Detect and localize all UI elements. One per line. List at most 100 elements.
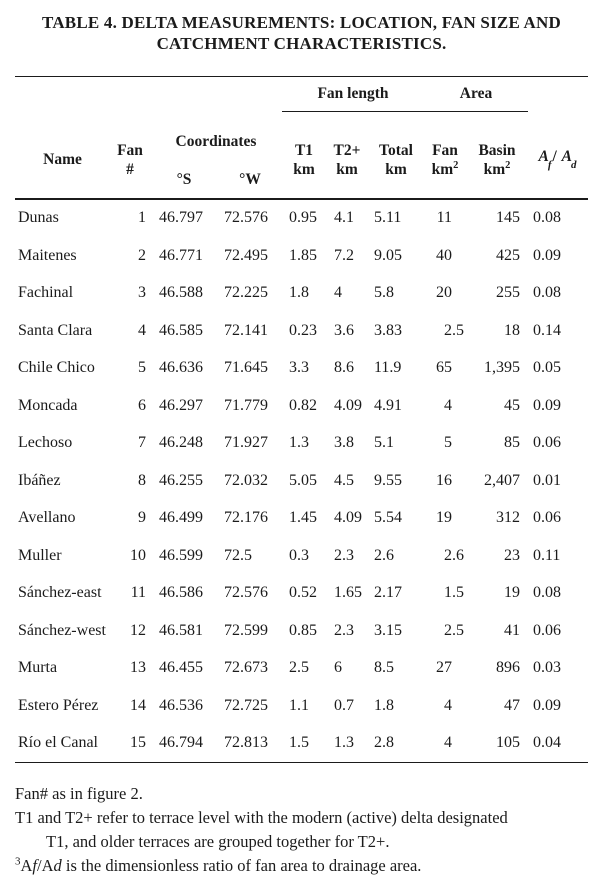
column-header-af-ad-ratio: Af/ Ad xyxy=(538,147,577,172)
cell-basin-km2: 18 xyxy=(504,321,520,339)
table-row: Estero Pérez 14 46.536 72.725 1.1 0.7 1.8 4 47 0.… xyxy=(15,687,588,725)
cell-basin-km2: 41 xyxy=(504,621,520,639)
cell-w: 72.176 xyxy=(224,509,268,527)
cell-w: 72.576 xyxy=(224,584,268,602)
footnote-fan-number: Fan# as in figure 2. xyxy=(15,784,143,803)
table-row: Maitenes 2 46.771 72.495 1.85 7.2 9.05 40 425 0.0… xyxy=(15,237,588,275)
cell-w: 72.673 xyxy=(224,659,268,677)
cell-w: 72.576 xyxy=(218,197,282,237)
table-row: Sánchez-west 12 46.581 72.599 0.85 2.3 3.15 2.5… xyxy=(15,612,588,650)
cell-fan-km2: 2.5 xyxy=(444,621,464,639)
cell-total: 11.9 xyxy=(374,359,402,377)
cell-fan-km2: 16 xyxy=(436,471,452,489)
table-row: Murta 13 46.455 72.673 2.5 6 8.5 27 896 0.03 xyxy=(15,650,588,688)
table-title-line1: TABLE 4. DELTA MEASUREMENTS: LOCATION, F… xyxy=(42,13,561,32)
cell-w: 72.5 xyxy=(224,546,252,564)
cell-total: 9.05 xyxy=(374,246,402,264)
cell-fan-no: 3 xyxy=(138,284,146,302)
cell-fan-no: 11 xyxy=(130,584,146,602)
footnotes: Fan# as in figure 2. T1 and T2+ refer to… xyxy=(15,782,588,877)
cell-fan-no: 9 xyxy=(138,509,146,527)
group-header-spacer xyxy=(15,76,282,112)
cell-total: 3.15 xyxy=(374,621,402,639)
cell-t1: 0.3 xyxy=(289,546,309,564)
cell-ratio: 0.09 xyxy=(533,246,561,264)
cell-ratio: 0.09 xyxy=(533,696,561,714)
table-row: Avellano 9 46.499 72.176 1.45 4.09 5.54 19 312 0.… xyxy=(15,500,588,538)
cell-name: Río el Canal xyxy=(15,724,110,763)
cell-w: 72.813 xyxy=(218,724,282,763)
cell-fan-km2: 4 xyxy=(444,696,452,714)
cell-t1: 1.5 xyxy=(282,724,326,763)
cell-name: Sánchez-east xyxy=(18,584,102,602)
cell-ratio: 0.08 xyxy=(528,197,588,237)
table-row: Fachinal 3 46.588 72.225 1.8 4 5.8 20 255 0.08 xyxy=(15,275,588,313)
cell-t1: 3.3 xyxy=(289,359,309,377)
cell-ratio: 0.06 xyxy=(533,621,561,639)
cell-fan-no: 13 xyxy=(130,659,146,677)
cell-w: 72.032 xyxy=(224,471,268,489)
cell-fan-no: 1 xyxy=(110,197,150,237)
cell-ratio: 0.08 xyxy=(533,284,561,302)
delta-measurements-table: Fan length Area Name Fan # Coordinates T… xyxy=(15,76,588,763)
cell-s: 46.536 xyxy=(159,696,203,714)
cell-basin-km2: 85 xyxy=(504,434,520,452)
cell-name: Maitenes xyxy=(18,246,77,264)
column-header-coordinates: Coordinates xyxy=(175,133,257,150)
table-header: Fan length Area Name Fan # Coordinates T… xyxy=(15,76,588,199)
cell-basin-km2: 896 xyxy=(496,659,520,677)
cell-fan-no: 8 xyxy=(138,471,146,489)
cell-w: 72.225 xyxy=(224,284,268,302)
cell-s: 46.771 xyxy=(159,246,203,264)
cell-fan-km2: 1.5 xyxy=(444,584,464,602)
cell-basin-km2: 145 xyxy=(466,197,528,237)
cell-fan-no: 10 xyxy=(130,546,146,564)
cell-s: 46.297 xyxy=(159,396,203,414)
column-header-degrees-west: °W xyxy=(239,171,261,188)
cell-total: 2.17 xyxy=(374,584,402,602)
cell-fan-no: 5 xyxy=(138,359,146,377)
cell-total: 5.11 xyxy=(368,197,424,237)
cell-w: 72.725 xyxy=(224,696,268,714)
cell-t1: 0.85 xyxy=(289,621,317,639)
table-row: Muller 10 46.599 72.5 0.3 2.3 2.6 2.6 23 0.11 xyxy=(15,537,588,575)
table-row: Ibáñez 8 46.255 72.032 5.05 4.5 9.55 16 2,407 0.0… xyxy=(15,462,588,500)
table-row: Lechoso 7 46.248 71.927 1.3 3.8 5.1 5 85 0.06 xyxy=(15,425,588,463)
cell-s: 46.248 xyxy=(159,434,203,452)
cell-name: Avellano xyxy=(18,509,76,527)
cell-fan-no: 4 xyxy=(138,321,146,339)
cell-total: 5.8 xyxy=(374,284,394,302)
column-header-row: Name Fan # Coordinates T1 km T2+ km Tota… xyxy=(15,112,588,178)
cell-total: 9.55 xyxy=(374,471,402,489)
cell-w: 71.645 xyxy=(224,359,268,377)
table-row: Santa Clara 4 46.585 72.141 0.23 3.6 3.83 2.5 18… xyxy=(15,312,588,350)
cell-t2: 7.2 xyxy=(334,246,354,264)
cell-fan-km2: 19 xyxy=(436,509,452,527)
cell-total: 8.5 xyxy=(374,659,394,677)
cell-ratio: 0.09 xyxy=(533,396,561,414)
cell-ratio: 0.05 xyxy=(533,359,561,377)
cell-name: Dunas xyxy=(15,197,110,237)
column-header-degrees-south: °S xyxy=(176,171,192,188)
cell-t2: 3.8 xyxy=(334,434,354,452)
cell-name: Estero Pérez xyxy=(18,696,99,714)
cell-t1: 1.45 xyxy=(289,509,317,527)
cell-fan-km2: 65 xyxy=(436,359,452,377)
column-header-name: Name xyxy=(43,151,82,168)
cell-basin-km2: 2,407 xyxy=(484,471,520,489)
cell-basin-km2: 23 xyxy=(504,546,520,564)
group-header-row: Fan length Area xyxy=(15,76,588,112)
sub-header-row: °S °W xyxy=(15,162,588,199)
cell-name: Santa Clara xyxy=(18,321,93,339)
column-header-t1: T1 km xyxy=(293,141,315,178)
footnote-terrace-line2: T1, and older terraces are grouped toget… xyxy=(46,832,390,851)
cell-w: 71.927 xyxy=(224,434,268,452)
cell-t2: 4 xyxy=(334,284,342,302)
group-header-fan-length: Fan length xyxy=(282,76,424,112)
cell-s: 46.455 xyxy=(159,659,203,677)
column-header-fan-area: Fan km2 xyxy=(431,141,459,178)
cell-fan-km2: 4 xyxy=(444,396,452,414)
cell-s: 46.255 xyxy=(159,471,203,489)
cell-t2: 0.7 xyxy=(334,696,354,714)
cell-fan-km2: 2.5 xyxy=(444,321,464,339)
